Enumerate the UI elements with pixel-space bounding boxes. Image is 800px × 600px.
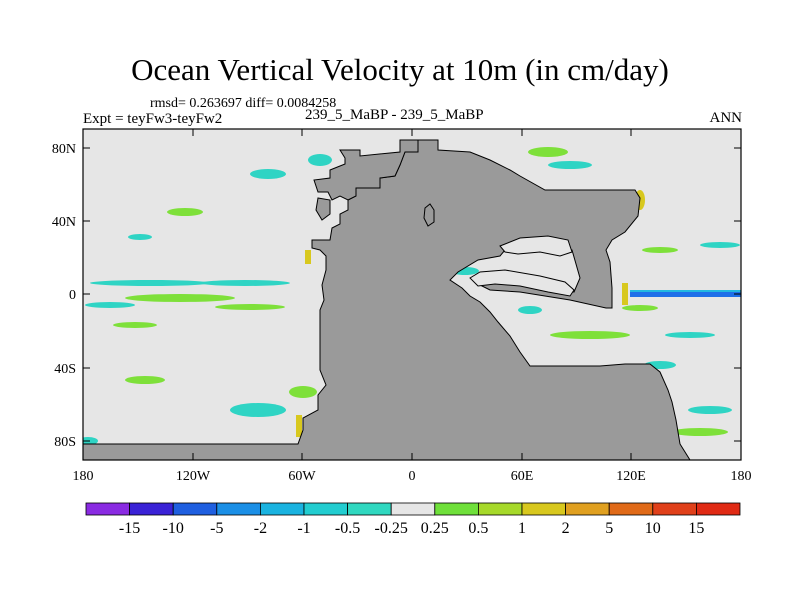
inland-sea: [499, 235, 573, 257]
colorbar: -15 -10 -5 -2 -1 -0.5 -0.25 0.25 0.5 1 2 5 10 15: [85, 502, 741, 537]
colorbar-label: -10: [163, 520, 184, 537]
patch: [125, 294, 235, 302]
patch: [305, 250, 311, 264]
patch: [622, 305, 658, 311]
colorbar-label: -0.25: [375, 520, 408, 537]
lon-label: 180: [731, 469, 752, 484]
colorbar-swatch: [565, 502, 610, 516]
colorbar-swatch: [85, 502, 130, 516]
inland-sea: [469, 269, 575, 297]
patch: [296, 415, 302, 437]
stats-label: rmsd= 0.263697 diff= 0.0084258: [150, 96, 337, 111]
colorbar-label: -0.5: [335, 520, 360, 537]
lat-label: 80S: [54, 435, 76, 450]
colorbar-label: 10: [645, 520, 661, 537]
patch: [550, 331, 630, 339]
patch: [215, 304, 285, 310]
colorbar-label: 0.5: [468, 520, 488, 537]
lat-label: 40S: [54, 362, 76, 377]
lon-label: 120W: [176, 469, 211, 484]
patch: [518, 306, 542, 314]
patch: [548, 161, 592, 169]
patch: [230, 403, 286, 417]
patch: [630, 292, 741, 297]
colorbar-swatch: [477, 502, 523, 516]
colorbar-swatch: [390, 502, 436, 516]
patch: [528, 147, 568, 157]
lat-axis: [83, 147, 741, 442]
lon-label: 120E: [616, 469, 646, 484]
colorbar-label: 1: [518, 520, 526, 537]
patch: [250, 169, 286, 179]
patch: [630, 290, 741, 292]
patch: [125, 376, 165, 384]
patch: [128, 234, 152, 240]
inland-seas: [469, 235, 575, 297]
colorbar-swatch: [172, 502, 218, 516]
colorbar-label: 2: [562, 520, 570, 537]
plot-title: Ocean Vertical Velocity at 10m (in cm/da…: [131, 52, 669, 87]
patch: [90, 280, 210, 286]
land: [83, 139, 691, 460]
colorbar-swatch: [521, 502, 566, 516]
lon-label: 60W: [288, 469, 316, 484]
lon-label: 180: [73, 469, 94, 484]
colorbar-swatch: [303, 502, 348, 516]
lat-label: 40N: [52, 215, 76, 230]
colorbar-label: -1: [297, 520, 310, 537]
patch: [85, 302, 135, 308]
patch: [113, 322, 157, 328]
lon-label: 0: [409, 469, 416, 484]
patch: [83, 437, 98, 445]
case-label: 239_5_MaBP - 239_5_MaBP: [305, 107, 484, 123]
patch: [308, 154, 332, 166]
colorbar-swatch: [608, 502, 654, 516]
colorbar-label: -15: [119, 520, 140, 537]
lat-label: 80N: [52, 142, 76, 157]
patch: [167, 208, 203, 216]
small-island: [423, 203, 435, 227]
lon-label: 60E: [511, 469, 534, 484]
colorbar-swatch: [216, 502, 261, 516]
patch: [688, 406, 732, 414]
lon-axis: [82, 129, 742, 460]
patch: [700, 242, 740, 248]
patch: [289, 386, 317, 398]
lat-label: 0: [69, 288, 76, 303]
colorbar-label: -5: [210, 520, 223, 537]
season-label: ANN: [709, 110, 743, 126]
patch: [665, 332, 715, 338]
colorbar-swatch: [652, 502, 697, 516]
colorbar-label: 15: [688, 520, 704, 537]
colorbar-label: 5: [605, 520, 613, 537]
experiment-label: Expt = teyFw3-teyFw2: [83, 111, 223, 127]
arctic-landmass: [313, 139, 419, 201]
colorbar-label: -2: [254, 520, 267, 537]
patch: [200, 280, 290, 286]
patch: [622, 283, 628, 305]
colorbar-swatch: [129, 502, 174, 516]
colorbar-swatch: [259, 502, 305, 516]
colorbar-swatch: [696, 502, 741, 516]
colorbar-swatch: [434, 502, 479, 516]
colorbar-swatch: [347, 502, 392, 516]
patch: [642, 247, 678, 253]
colorbar-label: 0.25: [421, 520, 449, 537]
patch: [672, 428, 728, 436]
main-continent: [83, 139, 691, 460]
small-island: [315, 197, 331, 221]
